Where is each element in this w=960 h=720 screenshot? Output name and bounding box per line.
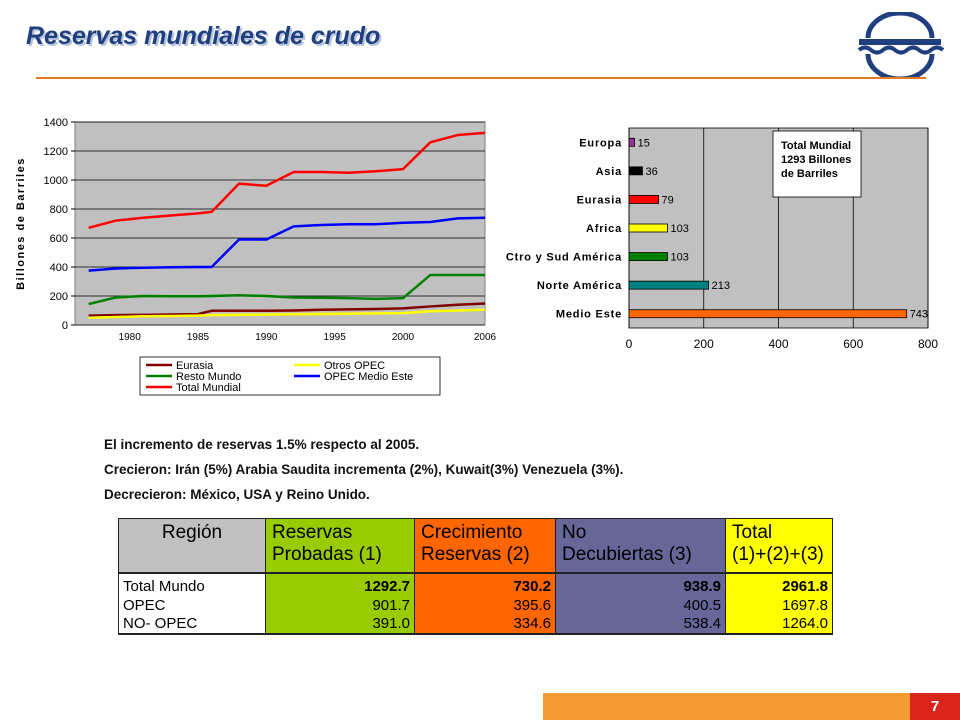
title-divider [36, 77, 926, 79]
line-y-tick-label: 1200 [44, 146, 68, 158]
line-x-tick-label: 2006 [474, 332, 497, 343]
bar-annotation-line: de Barriles [781, 168, 838, 180]
table-row: Total Mundo 1292.7 730.2 938.9 2961.8 [118, 572, 833, 597]
reserves-region-bar-chart: 0 200 400 600 800 Europa 15 Asia 36 Eurasia 79 Afri… [490, 110, 960, 370]
table-row: OPEC 901.7 395.6 400.5 1697.8 [118, 597, 833, 615]
bar-value-label: 213 [712, 280, 730, 292]
header-region: Región [118, 518, 266, 574]
cell-total: 1697.8 [725, 597, 833, 615]
cell-proven: 901.7 [265, 597, 415, 615]
line-y-axis-label: Billones de Barriles [15, 157, 27, 290]
bar-eurasia [628, 195, 659, 204]
reserves-line-chart: 0 200 400 600 800 1000 1200 1400 1980 1985 1990 199… [0, 100, 500, 410]
header-reserve-growth: Crecimiento Reservas (2) [414, 518, 556, 574]
page-number: 7 [910, 693, 960, 720]
line-y-tick-label: 600 [50, 233, 68, 245]
line-series-opec-medio-este [88, 216, 486, 272]
cell-undiscovered: 938.9 [555, 572, 726, 597]
line-y-tick-label: 0 [62, 320, 68, 332]
cell-total: 2961.8 [725, 572, 833, 597]
bar-ctro-y-sud-américa [628, 252, 668, 261]
legend-entry: Total Mundial [176, 382, 241, 394]
bar-category-label: Norte América [537, 280, 622, 292]
bar-value-label: 743 [910, 309, 928, 321]
cell-growth: 730.2 [414, 572, 556, 597]
bar-x-tick-label: 0 [626, 337, 633, 351]
finding-growth: Crecieron: Irán (5%) Arabia Saudita incr… [104, 462, 624, 477]
footer-bar [543, 693, 910, 720]
legend-entry: Resto Mundo [176, 371, 241, 383]
cell-region: NO- OPEC [118, 615, 266, 635]
header-undiscovered: No Decubiertas (3) [555, 518, 726, 574]
line-y-tick-label: 800 [50, 204, 68, 216]
cell-undiscovered: 400.5 [555, 597, 726, 615]
bar-value-label: 36 [645, 166, 657, 178]
bar-value-label: 103 [670, 252, 688, 264]
bar-europa [628, 137, 636, 147]
line-y-tick-label: 1400 [44, 117, 68, 129]
line-series-total-mundial [88, 131, 486, 230]
line-y-tick-label: 1000 [44, 175, 68, 187]
line-x-tick-label: 1980 [119, 332, 142, 343]
legend-entry: Otros OPEC [324, 360, 385, 372]
bar-x-tick-label: 200 [694, 337, 714, 351]
line-x-tick-label: 2000 [392, 332, 415, 343]
line-series-otros-opec [88, 308, 486, 319]
cell-proven: 391.0 [265, 615, 415, 635]
key-findings: El incremento de reservas 1.5% respecto … [104, 432, 864, 507]
cell-region: Total Mundo [118, 572, 266, 597]
line-y-tick-label: 200 [50, 291, 68, 303]
bar-category-label: Ctro y Sud América [506, 252, 622, 264]
legend-entry: Eurasia [176, 360, 214, 372]
cell-growth: 334.6 [414, 615, 556, 635]
line-series-resto-mundo [88, 273, 485, 306]
cell-undiscovered: 538.4 [555, 615, 726, 635]
bar-x-tick-label: 400 [768, 337, 788, 351]
bar-x-tick-label: 800 [918, 337, 938, 351]
line-legend [139, 356, 441, 396]
bar-asia [628, 166, 643, 176]
cell-region: OPEC [118, 597, 266, 615]
line-x-tick-label: 1985 [187, 332, 210, 343]
line-series-eurasia [88, 302, 486, 317]
finding-decline: Decrecieron: México, USA y Reino Unido. [104, 487, 370, 502]
legend-entry: OPEC Medio Este [324, 371, 413, 383]
bar-annotation-box [772, 130, 862, 198]
table-header-row: Región Reservas Probadas (1) Crecimiento R… [118, 518, 833, 574]
finding-increase: El incremento de reservas 1.5% respecto … [104, 437, 420, 452]
table-row: NO- OPEC 391.0 334.6 538.4 1264.0 [118, 615, 833, 635]
bar-medio-este [628, 309, 908, 319]
slide-title: Reservas mundiales de crudo [26, 22, 381, 50]
line-plot-area [74, 121, 486, 326]
line-x-tick-label: 1995 [324, 332, 347, 343]
bar-category-label: Medio Este [556, 309, 622, 321]
header-total: Total (1)+(2)+(3) [725, 518, 833, 574]
bar-category-label: Africa [586, 223, 622, 235]
cell-growth: 395.6 [414, 597, 556, 615]
bar-norte-américa [628, 280, 710, 290]
line-x-tick-label: 1990 [255, 332, 278, 343]
bar-category-label: Eurasia [577, 194, 622, 206]
header-proven-reserves: Reservas Probadas (1) [265, 518, 415, 574]
reserves-table: Región Reservas Probadas (1) Crecimiento R… [118, 518, 833, 635]
bar-annotation-line: Total Mundial [781, 140, 851, 152]
cell-proven: 1292.7 [265, 572, 415, 597]
bar-x-tick-label: 600 [843, 337, 863, 351]
bar-category-label: Asia [596, 166, 623, 178]
bar-value-label: 103 [670, 223, 688, 235]
bar-category-label: Europa [579, 137, 622, 149]
bar-africa [628, 223, 668, 233]
bar-value-label: 15 [638, 137, 650, 149]
cell-total: 1264.0 [725, 615, 833, 635]
pdvsa-logo-icon [857, 12, 945, 77]
line-y-tick-label: 400 [50, 262, 68, 274]
bar-value-label: 79 [662, 194, 674, 206]
bar-annotation-line: 1293 Billones [781, 154, 851, 166]
